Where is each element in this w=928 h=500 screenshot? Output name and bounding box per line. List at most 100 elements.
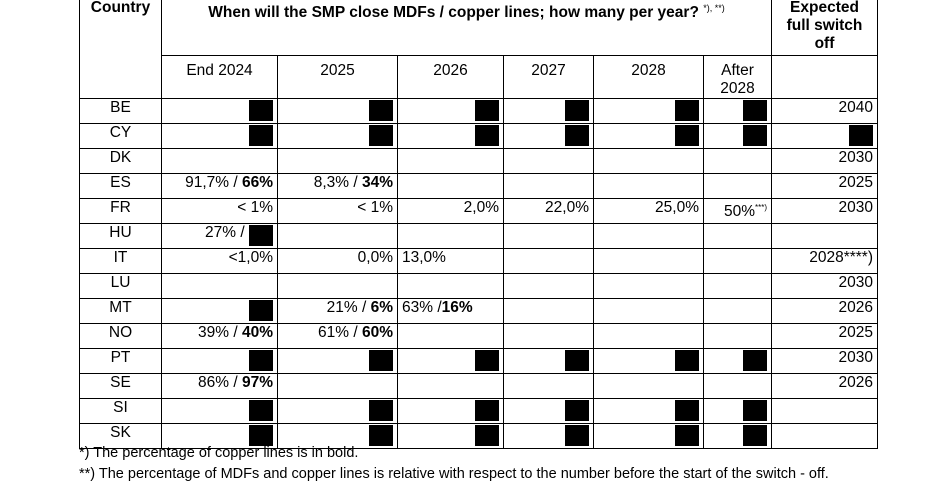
empty-cell — [397, 373, 504, 399]
switch-off-cell: 2030 — [771, 198, 878, 224]
switch-off-cell: 2030 — [771, 148, 878, 174]
country-cell: ES — [79, 173, 162, 199]
country-cell: HU — [79, 223, 162, 249]
value-cell: 25,0% — [593, 198, 704, 224]
country-cell: SE — [79, 373, 162, 399]
value-cell: 91,7% / 66% — [161, 173, 278, 199]
empty-cell — [503, 173, 594, 199]
redacted-cell — [593, 398, 704, 424]
redaction-block — [565, 100, 589, 121]
redaction-block — [565, 400, 589, 421]
empty-cell — [703, 173, 772, 199]
empty-cell — [703, 223, 772, 249]
redacted-cell — [397, 423, 504, 449]
empty-cell — [771, 223, 878, 249]
switch-off-table: Country When will the SMP close MDFs / c… — [79, 0, 878, 449]
redacted-cell — [161, 298, 278, 324]
redaction-block — [675, 400, 699, 421]
empty-cell — [593, 273, 704, 299]
redaction-block — [369, 400, 393, 421]
redaction-block — [369, 425, 393, 446]
redacted-cell — [703, 123, 772, 149]
redaction-block — [369, 350, 393, 371]
empty-cell — [703, 323, 772, 349]
redaction-block — [475, 350, 499, 371]
empty-cell — [161, 148, 278, 174]
redaction-block — [565, 425, 589, 446]
empty-cell — [277, 273, 398, 299]
redacted-cell — [161, 123, 278, 149]
country-cell: SK — [79, 423, 162, 449]
empty-cell — [703, 248, 772, 274]
table-row: HU 27% / — [79, 223, 878, 249]
empty-cell — [593, 173, 704, 199]
redaction-block — [475, 425, 499, 446]
country-cell: DK — [79, 148, 162, 174]
empty-cell — [593, 373, 704, 399]
empty-cell — [277, 373, 398, 399]
table-row: DK 2030 — [79, 148, 878, 174]
empty-cell — [503, 223, 594, 249]
country-cell: FR — [79, 198, 162, 224]
empty-cell — [277, 223, 398, 249]
redaction-block — [249, 425, 273, 446]
empty-cell — [397, 273, 504, 299]
value-cell: 27% / — [161, 223, 278, 249]
switch-off-cell: 2025 — [771, 323, 878, 349]
redacted-cell — [277, 348, 398, 374]
redacted-cell — [277, 98, 398, 124]
value-cell: 63% /16% — [397, 298, 504, 324]
redaction-block — [249, 300, 273, 321]
empty-cell — [703, 273, 772, 299]
empty-cell — [771, 423, 878, 449]
footnote-2: **) The percentage of MDFs and copper li… — [79, 466, 829, 482]
empty-cell — [161, 273, 278, 299]
header-country: Country — [79, 0, 162, 99]
switch-off-cell: 2030 — [771, 273, 878, 299]
redaction-block — [475, 400, 499, 421]
table-row: ES 91,7% / 66% 8,3% / 34% 2025 — [79, 173, 878, 199]
redaction-block — [369, 125, 393, 146]
table-row: SE 86% / 97% 2026 — [79, 373, 878, 399]
redacted-cell — [161, 398, 278, 424]
switch-off-cell: 2025 — [771, 173, 878, 199]
switch-off-cell: 2030 — [771, 348, 878, 374]
switch-off-cell: 2028****) — [771, 248, 878, 274]
empty-cell — [397, 223, 504, 249]
value-cell: 2,0% — [397, 198, 504, 224]
redaction-block — [249, 100, 273, 121]
redacted-cell — [503, 398, 594, 424]
empty-cell — [277, 148, 398, 174]
redaction-block — [743, 400, 767, 421]
country-cell: CY — [79, 123, 162, 149]
value-cell: 21% / 6% — [277, 298, 398, 324]
redaction-block — [565, 350, 589, 371]
empty-cell — [593, 298, 704, 324]
value-cell: <1,0% — [161, 248, 278, 274]
header-year-2028: 2028 — [593, 55, 704, 99]
redacted-cell — [503, 98, 594, 124]
header-year-2026: 2026 — [397, 55, 504, 99]
redaction-block — [675, 425, 699, 446]
table-row: IT <1,0% 0,0% 13,0% 2028****) — [79, 248, 878, 274]
empty-cell — [593, 223, 704, 249]
redaction-block — [743, 350, 767, 371]
redaction-block — [249, 350, 273, 371]
empty-cell — [503, 273, 594, 299]
redacted-cell — [277, 398, 398, 424]
table-row: NO 39% / 40% 61% / 60% 2025 — [79, 323, 878, 349]
empty-cell — [503, 373, 594, 399]
empty-cell — [771, 398, 878, 424]
redaction-block — [743, 100, 767, 121]
redaction-block — [249, 225, 273, 246]
redacted-cell — [277, 123, 398, 149]
country-cell: LU — [79, 273, 162, 299]
table-row: FR < 1% < 1% 2,0% 22,0% 25,0% 50%***) 20… — [79, 198, 878, 224]
empty-cell — [503, 148, 594, 174]
redaction-block — [565, 125, 589, 146]
header-year-after-2028: After 2028 — [703, 55, 772, 99]
empty-cell — [503, 323, 594, 349]
value-cell: 8,3% / 34% — [277, 173, 398, 199]
redaction-block — [849, 125, 873, 146]
footnotes: *) The percentage of copper lines is in … — [79, 443, 849, 485]
